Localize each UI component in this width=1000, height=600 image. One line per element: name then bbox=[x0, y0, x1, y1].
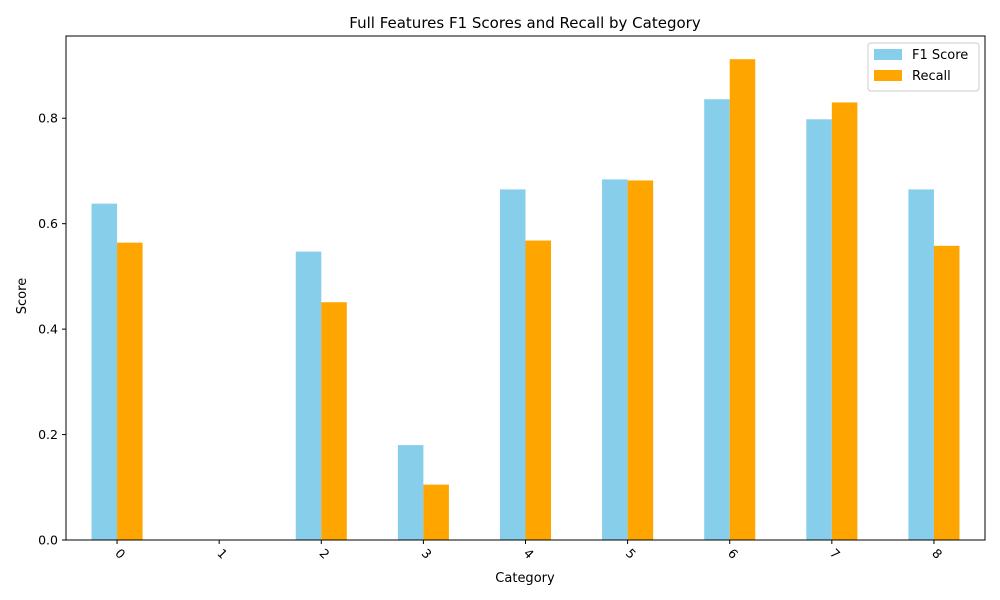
x-tick-label: 6 bbox=[725, 546, 741, 562]
bar-recall-6 bbox=[729, 59, 756, 540]
bar-f1-score-5 bbox=[602, 179, 628, 540]
x-axis-label: Category bbox=[495, 571, 555, 586]
bar-recall-7 bbox=[831, 102, 858, 541]
bar-recall-2 bbox=[321, 302, 347, 540]
bars-group bbox=[91, 59, 960, 541]
y-tick-label: 0.2 bbox=[38, 427, 58, 442]
bar-f1-score-4 bbox=[499, 189, 526, 540]
chart-title: Full Features F1 Scores and Recall by Ca… bbox=[349, 14, 701, 32]
y-tick-label: 0.0 bbox=[38, 533, 58, 548]
bar-f1-score-3 bbox=[397, 445, 424, 540]
x-tick-label: 0 bbox=[112, 546, 128, 562]
legend-label-recall: Recall bbox=[912, 69, 951, 84]
x-tick-label: 2 bbox=[317, 546, 333, 562]
legend: F1 Score Recall bbox=[867, 42, 980, 92]
bar-f1-score-8 bbox=[908, 189, 934, 540]
bar-f1-score-0 bbox=[91, 203, 118, 540]
legend-swatch-recall bbox=[874, 70, 902, 81]
legend-label-f1-score: F1 Score bbox=[912, 48, 968, 63]
y-tick-label: 0.8 bbox=[38, 111, 58, 126]
legend-swatch-f1-score bbox=[874, 49, 902, 60]
x-tick-label: 4 bbox=[521, 546, 537, 562]
x-tick-label: 7 bbox=[827, 546, 843, 562]
x-tick-label: 1 bbox=[214, 546, 230, 562]
bar-f1-score-6 bbox=[704, 99, 730, 540]
bar-recall-0 bbox=[117, 242, 143, 540]
bar-recall-5 bbox=[627, 180, 654, 540]
x-tick-label: 8 bbox=[929, 546, 945, 562]
bar-recall-4 bbox=[525, 240, 552, 541]
y-tick-label: 0.6 bbox=[38, 216, 58, 231]
x-tick-label: 5 bbox=[623, 546, 639, 562]
y-axis-label: Score bbox=[15, 278, 30, 314]
plot-area-frame bbox=[65, 35, 986, 541]
x-tick-label: 3 bbox=[419, 546, 435, 562]
y-axis-ticks: 0.0 0.2 0.4 0.6 0.8 bbox=[38, 111, 66, 548]
bar-f1-score-7 bbox=[806, 119, 832, 541]
bar-recall-3 bbox=[423, 484, 449, 540]
bar-recall-8 bbox=[933, 245, 960, 540]
x-axis-ticks: 0 1 2 3 4 5 6 7 8 bbox=[112, 540, 945, 562]
bar-f1-score-2 bbox=[295, 251, 322, 540]
y-tick-label: 0.4 bbox=[38, 322, 58, 337]
